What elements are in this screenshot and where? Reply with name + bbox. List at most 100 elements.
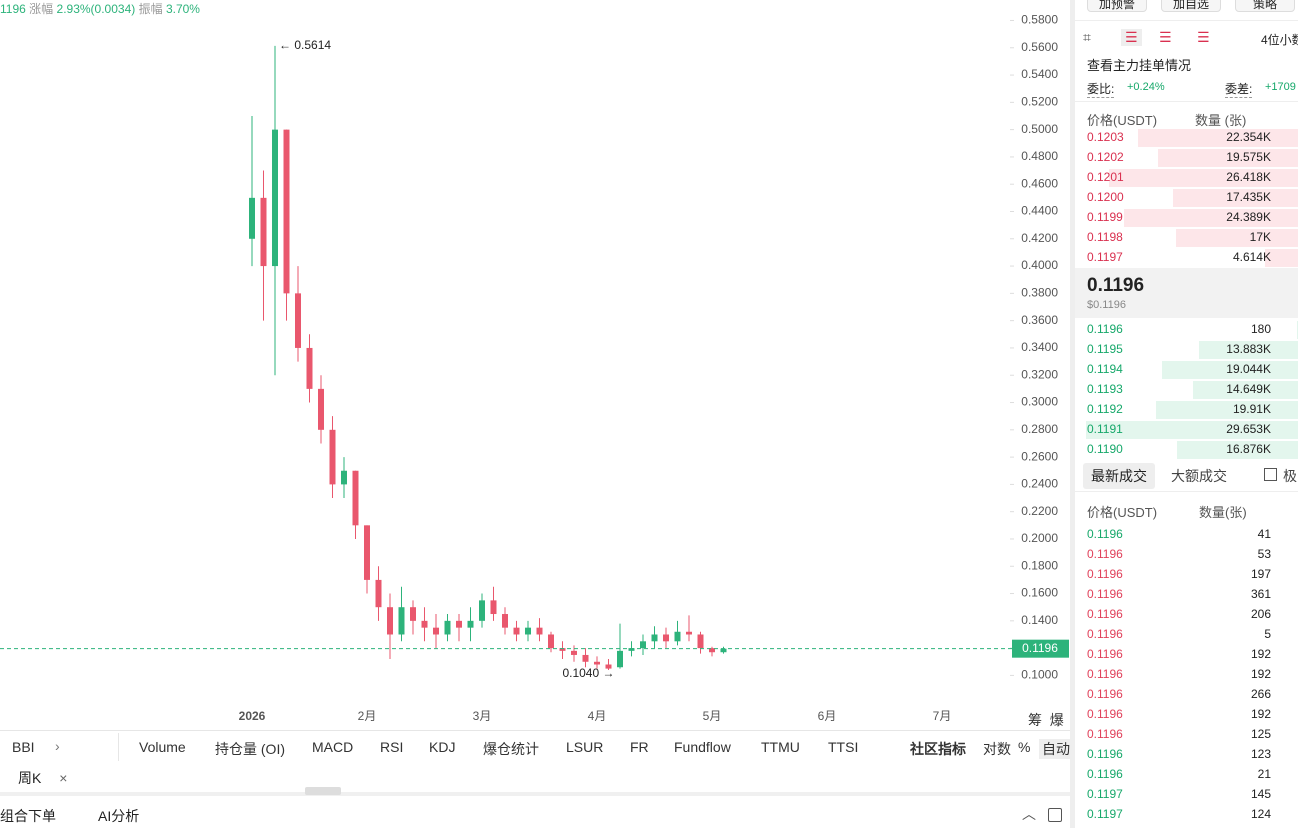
indicator-tab[interactable]: RSI [380, 739, 404, 755]
indicator-tab[interactable]: 持仓量 (OI) [215, 741, 285, 757]
candle-body [272, 129, 278, 267]
view-icon[interactable]: ☰ [1159, 29, 1172, 45]
precision[interactable]: 4位小数 [1261, 33, 1298, 47]
y-tick-label: 0.2400 [1021, 477, 1058, 491]
indicator-tab[interactable]: 社区指标 [910, 741, 966, 757]
indicator-tab[interactable]: BBI [12, 739, 35, 755]
price[interactable]: 0.1190 [1087, 442, 1123, 456]
column-header: 价格(USDT) [1087, 113, 1158, 128]
price[interactable]: 0.1196 [1087, 322, 1123, 336]
trade-qty: 125 [1250, 727, 1271, 741]
price[interactable]: 0.1199 [1087, 210, 1123, 224]
diff: +1709 [1265, 81, 1296, 93]
trade-qty: 41 [1257, 527, 1271, 541]
candle-body [720, 648, 727, 653]
trade-qty: 53 [1257, 547, 1271, 561]
candle-body [398, 607, 405, 635]
label: 委比: [1087, 82, 1115, 98]
button[interactable]: 策略 [1235, 0, 1295, 12]
candle-body [295, 293, 301, 348]
y-tick-label: 0.5000 [1021, 122, 1058, 136]
candle-body [686, 631, 692, 635]
indicator-tab[interactable]: TTMU [761, 739, 800, 755]
candle-body [364, 525, 370, 580]
checkbox[interactable] [1264, 468, 1277, 481]
trade-qty: 192 [1250, 647, 1271, 661]
order-panel: 加预警 加自选 策略 ⌗ ☰ ☰ ☰ 4位小数 查看主力挂单情况 委比: +0.24% 委差: +170… [1075, 0, 1298, 828]
price[interactable]: 0.1200 [1087, 190, 1124, 204]
trade-qty: 206 [1250, 607, 1271, 621]
indicator-tab[interactable]: Volume [139, 739, 186, 755]
button[interactable]: 加自选 [1161, 0, 1221, 12]
resize-handle[interactable] [305, 787, 341, 795]
depth-bar [1198, 341, 1298, 359]
price[interactable]: 0.1193 [1087, 382, 1123, 396]
tab[interactable]: 周K [18, 770, 42, 786]
y-tick-label: 0.2000 [1021, 531, 1058, 545]
divider [0, 730, 1070, 731]
trade-price: 0.1196 [1087, 527, 1123, 541]
price[interactable]: 0.1191 [1087, 422, 1123, 436]
y-tick-label: 0.3400 [1021, 340, 1058, 354]
indicator-tab[interactable]: 自动 [1039, 739, 1073, 759]
indicator-tab[interactable]: FR [630, 739, 649, 755]
tab[interactable]: AI分析 [98, 808, 140, 824]
indicator-tab[interactable]: TTSI [828, 739, 859, 755]
indicator-tab[interactable]: 对数 [983, 741, 1011, 757]
x-tick-label: 3月 [473, 709, 492, 723]
tab[interactable]: 极 [1283, 468, 1297, 484]
chevron: › [55, 738, 60, 754]
indicator-tab[interactable]: MACD [312, 739, 354, 755]
candle-body [283, 129, 290, 294]
divider [1070, 0, 1075, 828]
y-tick-label: 0.5800 [1021, 13, 1058, 27]
view-icon[interactable]: ☰ [1197, 29, 1210, 45]
price[interactable]: 0.1202 [1087, 150, 1124, 164]
candle-body [571, 650, 577, 655]
tab[interactable]: 最新成交 [1083, 463, 1155, 489]
ticker-header: 1196 涨幅 2.93%(0.0034) 振幅 3.70% [0, 0, 200, 17]
price[interactable]: 0.1192 [1087, 402, 1123, 416]
depth-bar [1086, 421, 1298, 439]
interval-tab[interactable]: 周K × [18, 770, 68, 786]
trade-price: 0.1196 [1087, 587, 1123, 601]
indicator-tab[interactable]: LSUR [566, 739, 604, 755]
indicator-tab[interactable]: % [1018, 739, 1031, 755]
indicator-tab[interactable]: KDJ [429, 739, 456, 755]
view-icon[interactable]: ⌗ [1083, 29, 1091, 45]
price[interactable]: 0.1194 [1087, 362, 1123, 376]
depth-bar [1173, 189, 1298, 207]
trade-price: 0.1196 [1087, 647, 1123, 661]
candle-body [341, 470, 347, 485]
icon[interactable]: 筹 [1028, 712, 1042, 728]
tab[interactable]: 组合下单 [0, 808, 56, 824]
price[interactable]: 0.1198 [1087, 230, 1123, 244]
link[interactable]: 查看主力挂单情况 [1087, 58, 1192, 73]
icon[interactable]: 爆 [1049, 712, 1064, 728]
price-chart: 0.10000.12000.14000.16000.18000.20000.22… [0, 13, 1069, 723]
quantity: 4.614K [1232, 250, 1271, 264]
view-icon[interactable]: ☰ [1121, 29, 1142, 46]
price[interactable]: 0.1203 [1087, 130, 1124, 144]
price[interactable]: 0.1195 [1087, 342, 1123, 356]
tab[interactable]: 大额成交 [1171, 468, 1227, 484]
y-tick-label: 0.3000 [1021, 395, 1058, 409]
indicator-tab[interactable]: Fundflow [674, 739, 731, 755]
price[interactable]: 0.1197 [1087, 250, 1123, 264]
separator [1075, 491, 1298, 492]
separator [1075, 20, 1298, 21]
quantity: 13.883K [1226, 342, 1271, 356]
trade-qty: 266 [1250, 687, 1271, 701]
trade-qty: 123 [1250, 747, 1271, 761]
trade-price: 0.1196 [1087, 607, 1123, 621]
y-tick-label: 0.3800 [1021, 286, 1058, 300]
y-tick-label: 0.2200 [1021, 504, 1058, 518]
button[interactable]: 加预警 [1087, 0, 1147, 12]
price: 1196 [0, 2, 26, 16]
indicator-tab[interactable]: 爆仓统计 [483, 741, 539, 757]
trade-qty: 361 [1250, 587, 1271, 601]
price[interactable]: 0.1201 [1087, 170, 1124, 184]
side-icons: 筹 爆 [1028, 710, 1064, 730]
candle-body [617, 650, 623, 668]
